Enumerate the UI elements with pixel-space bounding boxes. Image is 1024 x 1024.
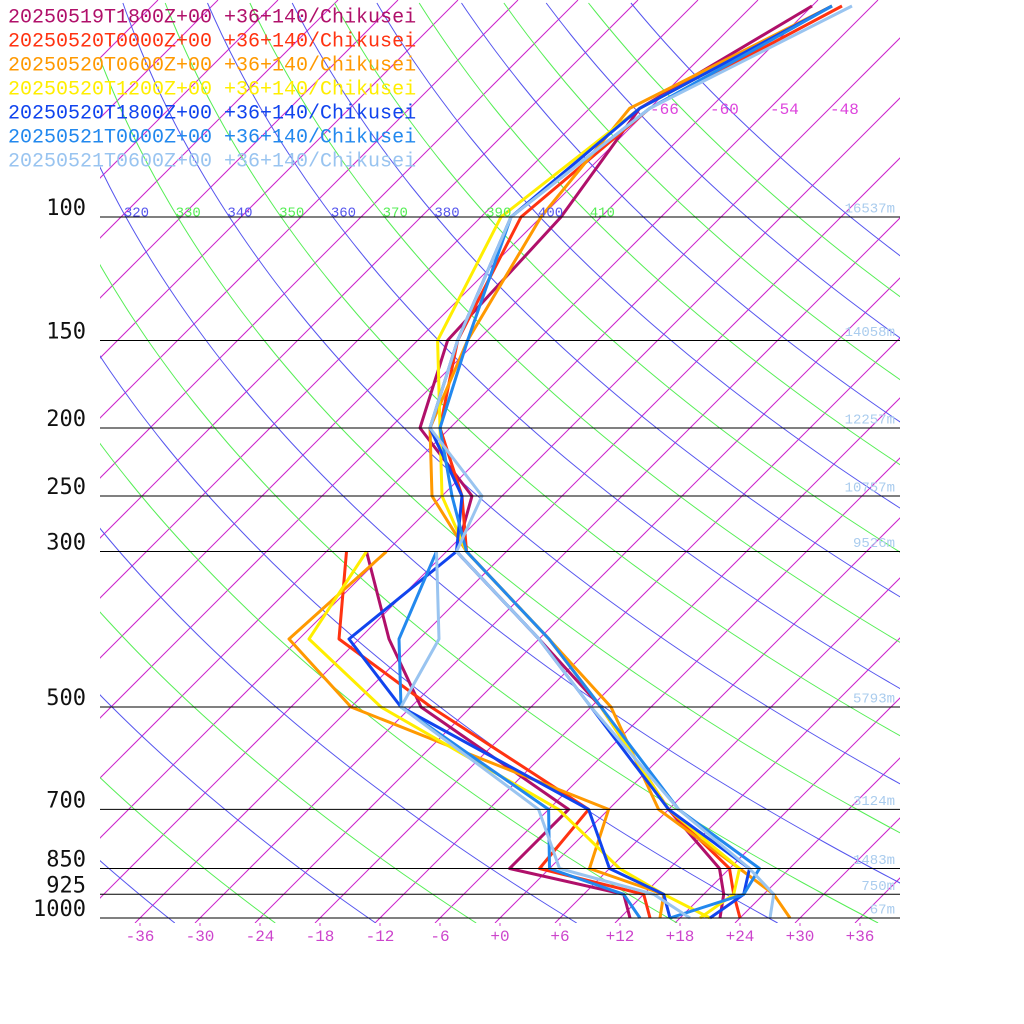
isotherm (734, 757, 900, 923)
x-tick-label: +36 (846, 928, 875, 946)
isotherm (134, 157, 900, 923)
pressure-label: 1000 (33, 897, 86, 922)
height-label: 3124m (853, 794, 895, 810)
theta-label: 390 (486, 206, 511, 222)
dry-adiabat (100, 442, 678, 923)
isotherm (100, 97, 900, 899)
x-tick-label: -12 (366, 928, 395, 946)
pressure-label: 500 (46, 686, 86, 711)
isotherm-label: -60 (710, 101, 739, 119)
isotherm (100, 0, 699, 599)
isotherm-label: -54 (770, 101, 799, 119)
isotherm (100, 0, 519, 419)
dry-adiabat (418, 2, 900, 466)
isotherm (100, 0, 819, 719)
x-tick-label: +0 (490, 928, 509, 946)
x-tick-label: +6 (550, 928, 569, 946)
isotherm (314, 337, 900, 923)
isotherm (254, 277, 900, 923)
isotherm (554, 577, 900, 923)
theta-label: 350 (279, 206, 304, 222)
theta-label: 330 (176, 206, 201, 222)
height-label: 5793m (853, 692, 895, 708)
legend-entry: 20250520T1200Z+00 +36+140/Chikusei (8, 78, 416, 101)
theta-label: 360 (331, 206, 356, 222)
isotherm (100, 0, 279, 179)
height-label: 14058m (845, 325, 895, 341)
height-label: 10757m (845, 481, 895, 497)
dry-adiabat (100, 527, 577, 923)
isotherm (100, 0, 459, 359)
temperature-trace (428, 4, 853, 919)
x-tick-label: -18 (306, 928, 335, 946)
pressure-label: 300 (46, 530, 86, 555)
legend-entry: 20250521T0600Z+00 +36+140/Chikusei (8, 150, 416, 173)
x-tick-label: -24 (246, 928, 275, 946)
theta-label: 410 (590, 206, 615, 222)
dry-adiabat (164, 2, 900, 737)
legend-entry: 20250521T0000Z+00 +36+140/Chikusei (8, 126, 416, 149)
isotherm (434, 457, 900, 923)
dry-adiabat (100, 694, 376, 923)
dry-adiabat (291, 2, 900, 598)
dry-adiabat (630, 2, 900, 257)
pressure-label: 700 (46, 788, 86, 813)
legend-entry: 20250520T0000Z+00 +36+140/Chikusei (8, 30, 416, 53)
x-tick-label: -30 (186, 928, 215, 946)
isotherm (854, 877, 900, 923)
dry-adiabat (249, 2, 900, 643)
temperature-trace (418, 4, 813, 919)
dry-adiabat (503, 2, 900, 381)
dry-adiabat (545, 2, 900, 339)
isotherm (674, 697, 900, 923)
height-label: 9526m (853, 536, 895, 552)
height-label: 16537m (845, 202, 895, 218)
isotherm (194, 217, 900, 923)
pressure-label: 250 (46, 475, 86, 500)
pressure-label: 200 (46, 407, 86, 432)
plot-area (100, 0, 900, 923)
height-label: 750m (861, 879, 895, 895)
height-label: 12257m (845, 413, 895, 429)
pressure-label: 925 (46, 873, 86, 898)
x-tick-label: -6 (430, 928, 449, 946)
isotherm (100, 37, 900, 839)
isotherm (100, 0, 759, 659)
dry-adiabat (588, 2, 900, 298)
x-tick-label: +24 (726, 928, 755, 946)
pressure-label: 150 (46, 319, 86, 344)
theta-label: 320 (124, 206, 149, 222)
isotherm-label: -66 (650, 101, 679, 119)
isotherm (614, 637, 900, 923)
dry-adiabat (334, 2, 900, 553)
theta-label: 370 (383, 206, 408, 222)
isotherm-label: -48 (830, 101, 859, 119)
legend-entry: 20250520T1800Z+00 +36+140/Chikusei (8, 102, 416, 125)
labels: 100 16537m 150 14058m 200 12257m 250 10757m 300 9… (8, 6, 900, 946)
isotherm (100, 0, 879, 779)
dry-adiabat (100, 57, 900, 834)
isotherm (100, 0, 579, 479)
dry-adiabat (100, 263, 879, 923)
legend-entry: 20250520T0600Z+00 +36+140/Chikusei (8, 54, 416, 77)
dry-adiabat (100, 166, 900, 884)
height-label: 67m (870, 903, 895, 919)
theta-label: 340 (227, 206, 252, 222)
isotherm (100, 0, 399, 299)
dry-adiabat (376, 2, 900, 509)
dry-adiabat (207, 2, 900, 690)
theta-label: 380 (434, 206, 459, 222)
x-tick-label: +12 (606, 928, 635, 946)
legend-entry: 20250519T1800Z+00 +36+140/Chikusei (8, 6, 416, 29)
x-tick-label: +30 (786, 928, 815, 946)
dry-adiabat (100, 611, 477, 923)
x-tick-label: +18 (666, 928, 695, 946)
isotherm (100, 0, 339, 239)
pressure-label: 850 (46, 848, 86, 873)
height-label: 1483m (853, 853, 895, 869)
x-tick-label: -36 (126, 928, 155, 946)
theta-label: 400 (538, 206, 563, 222)
pressure-label: 100 (46, 196, 86, 221)
